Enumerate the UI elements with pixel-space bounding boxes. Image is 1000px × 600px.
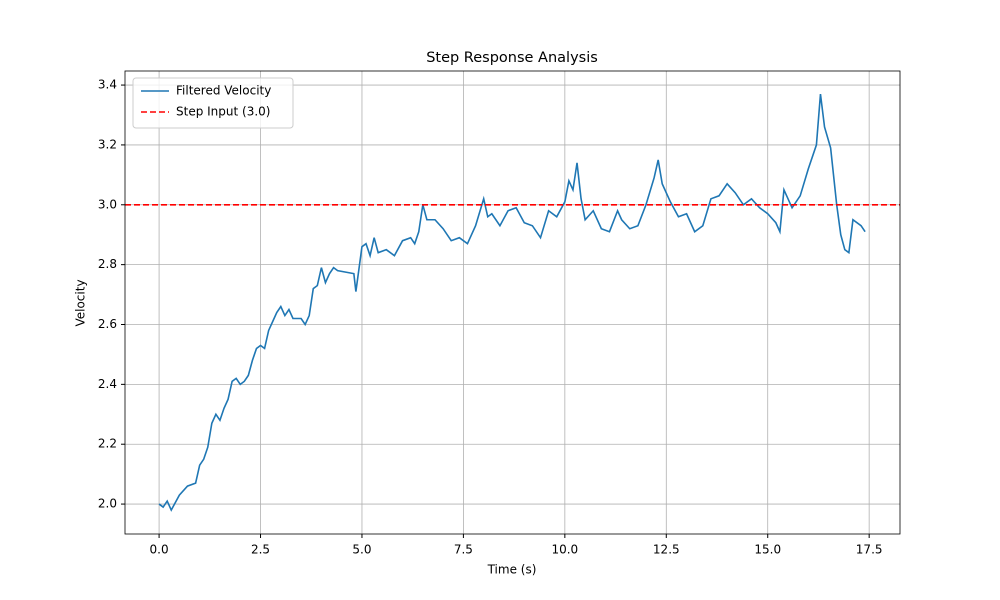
y-tick-label: 2.6 <box>98 317 117 331</box>
y-tick-label: 3.0 <box>98 197 117 211</box>
x-axis-label: Time (s) <box>487 563 537 577</box>
legend-label: Filtered Velocity <box>176 84 271 98</box>
y-tick-label: 2.2 <box>98 437 117 451</box>
legend-label: Step Input (3.0) <box>176 105 270 119</box>
chart-title: Step Response Analysis <box>426 50 598 66</box>
x-tick-label: 15.0 <box>754 543 781 557</box>
x-tick-label: 10.0 <box>551 543 578 557</box>
x-tick-label: 5.0 <box>352 543 371 557</box>
x-tick-label: 12.5 <box>653 543 680 557</box>
x-tick-label: 17.5 <box>856 543 883 557</box>
x-tick-label: 7.5 <box>454 543 473 557</box>
y-tick-label: 3.4 <box>98 78 117 92</box>
plot-frame <box>124 70 901 535</box>
y-tick-label: 3.2 <box>98 137 117 151</box>
x-tick-label: 2.5 <box>251 543 270 557</box>
y-axis-label: Velocity <box>74 279 88 326</box>
data-line <box>158 93 866 512</box>
y-tick-label: 2.4 <box>98 377 117 391</box>
y-tick-label: 2.8 <box>98 257 117 271</box>
x-tick-label: 0.0 <box>150 543 169 557</box>
y-tick-label: 2.0 <box>98 497 117 511</box>
legend-box <box>132 77 294 129</box>
